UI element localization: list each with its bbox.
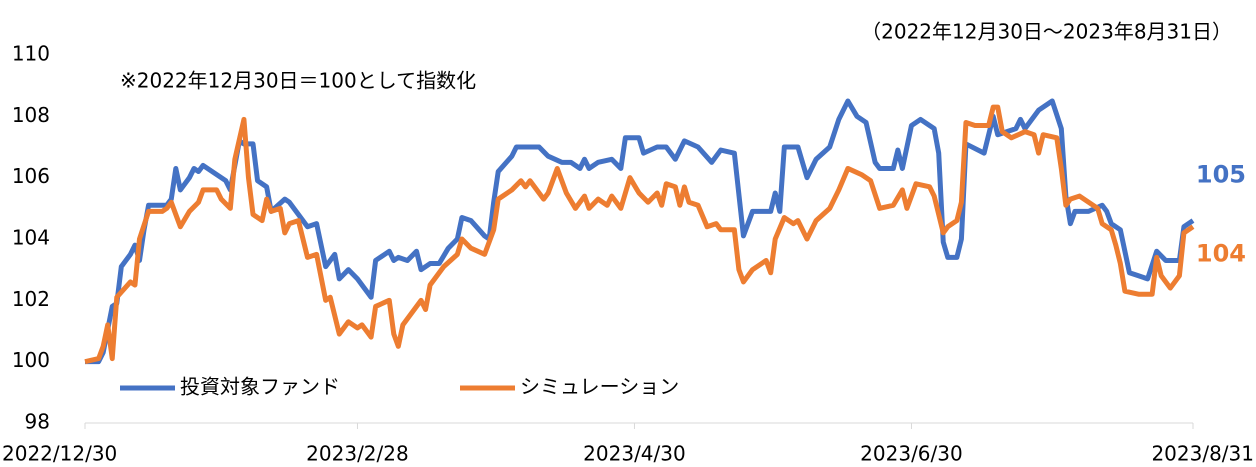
subtitle: （2022年12月30日～2023年8月31日） xyxy=(861,20,1232,44)
y-tick-label: 98 xyxy=(25,410,50,434)
x-tick-label: 2023/6/30 xyxy=(860,442,963,466)
end-label: 105 xyxy=(1196,161,1246,189)
y-tick-label: 102 xyxy=(12,287,50,311)
series-line xyxy=(85,98,1195,365)
x-tick-label: 2023/2/28 xyxy=(306,442,409,466)
y-tick-label: 108 xyxy=(12,103,50,127)
y-tick-label: 104 xyxy=(12,226,50,250)
annotation: ※2022年12月30日＝100として指数化 xyxy=(120,69,476,93)
legend-label: 投資対象ファンド xyxy=(180,375,340,399)
legend-label: シミュレーション xyxy=(520,375,679,399)
y-tick-label: 106 xyxy=(12,164,50,188)
y-tick-label: 100 xyxy=(12,348,50,372)
x-tick-label: 2022/12/30 xyxy=(2,442,117,466)
end-label: 104 xyxy=(1196,240,1246,268)
y-tick-label: 110 xyxy=(12,42,50,66)
x-tick-label: 2023/8/31 xyxy=(1151,442,1254,466)
series-line xyxy=(84,104,1195,365)
x-tick-label: 2023/4/30 xyxy=(583,442,686,466)
